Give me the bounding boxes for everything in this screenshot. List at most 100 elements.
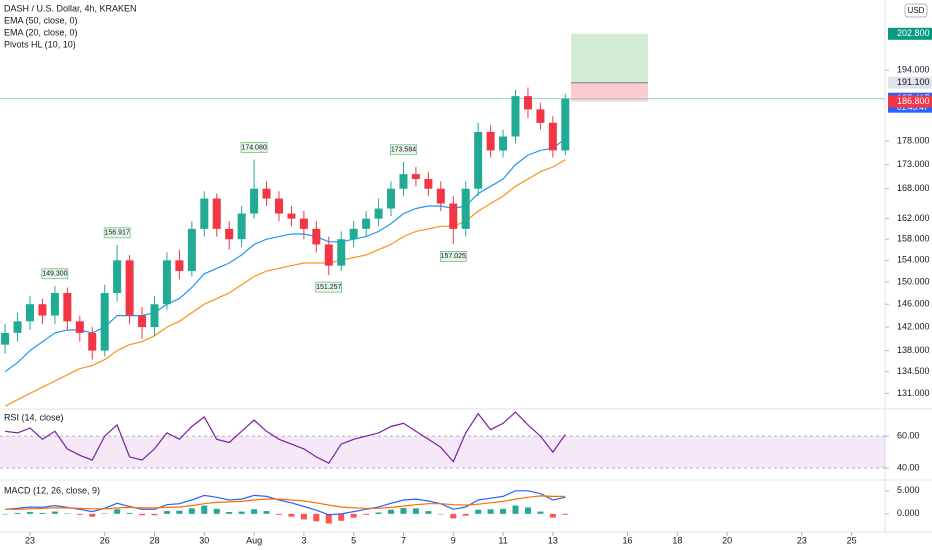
x-tick-label: 9: [451, 535, 456, 545]
candle-body: [274, 198, 283, 214]
y-tick-label: 154.000: [897, 255, 930, 265]
target-tag: [888, 27, 932, 40]
candle-body: [88, 332, 97, 351]
stop-label: 186.800: [897, 96, 930, 106]
y-tick-label: 173.000: [897, 159, 930, 169]
macd-histogram-bar: [450, 513, 457, 519]
candle-body: [486, 131, 495, 151]
y-tick-label: 158.000: [897, 234, 930, 244]
candle-body: [63, 293, 72, 322]
candle-body: [449, 203, 458, 229]
macd-histogram-bar: [27, 512, 34, 514]
legend-ema50: EMA (50, close, 0): [4, 15, 78, 25]
candle-body: [26, 304, 35, 322]
x-tick-label: 28: [149, 535, 159, 545]
candle-body: [548, 122, 557, 151]
macd-histogram-bar: [151, 513, 158, 516]
candle-body: [312, 228, 321, 245]
macd-histogram-bar: [512, 505, 519, 514]
y-tick-label: 138.000: [897, 345, 930, 355]
stop-tag: [888, 95, 932, 108]
x-tick-label: Aug: [246, 535, 262, 545]
entry-label: 191.100: [897, 77, 930, 87]
y-tick-label: 60.00: [897, 430, 920, 440]
candle-body: [349, 228, 358, 240]
pivot-label-box: [315, 281, 343, 293]
candle-body: [362, 218, 371, 229]
macd-histogram-bar: [201, 505, 208, 514]
x-tick-label: 5: [351, 535, 356, 545]
candle-body: [324, 244, 333, 266]
x-tick-label: 25: [847, 535, 857, 545]
macd-histogram-bar: [251, 509, 258, 514]
macd-histogram-bar: [487, 509, 494, 514]
macd-histogram-bar: [400, 507, 407, 514]
candle-body: [250, 188, 259, 214]
x-tick-label: 18: [672, 535, 682, 545]
candle-body: [337, 239, 346, 266]
macd-histogram-bar: [238, 511, 245, 514]
y-tick-label: 131.000: [897, 388, 930, 398]
macd-histogram-bar: [64, 513, 71, 514]
y-tick-label: 168.000: [897, 183, 930, 193]
candle-body: [461, 188, 470, 229]
macd-histogram-bar: [126, 512, 133, 514]
candle-body: [287, 213, 296, 219]
macd-histogram-bar: [437, 513, 444, 515]
candle-body: [436, 188, 445, 204]
y-tick-label: 0.000: [897, 508, 920, 518]
x-tick-label: 11: [498, 535, 507, 545]
x-tick-label: 23: [797, 535, 807, 545]
macd-histogram-bar: [213, 508, 220, 514]
candle-body: [561, 98, 570, 151]
currency-box[interactable]: [904, 3, 928, 18]
candle-body: [187, 228, 196, 272]
macd-histogram-bar: [2, 513, 9, 515]
x-tick-label: 26: [100, 535, 110, 545]
candle-body: [299, 218, 308, 229]
y-tick-label: 142.000: [897, 321, 930, 331]
candle-body: [13, 321, 22, 333]
macd-histogram-bar: [188, 508, 195, 514]
macd-histogram-bar: [288, 513, 295, 517]
macd-line: [5, 495, 566, 510]
pivot-label-box: [390, 144, 417, 156]
macd-histogram-bar: [412, 508, 419, 514]
candle-body: [113, 260, 122, 294]
legend-ema20: EMA (20, close, 0): [4, 27, 78, 37]
macd-histogram-bar: [325, 513, 332, 524]
candle-body: [237, 213, 246, 240]
ema-line: [4, 138, 566, 373]
macd-histogram-bar: [338, 513, 345, 521]
ema-line: [4, 159, 566, 407]
macd-histogram-bar: [76, 513, 83, 515]
candle-body: [75, 321, 84, 333]
y-tick-label: 150.000: [897, 276, 930, 286]
pivot-label: 174.080: [241, 144, 266, 151]
candle-body: [262, 188, 271, 199]
candle-body: [200, 198, 209, 229]
candle-body: [511, 96, 520, 137]
macd-histogram-bar: [139, 513, 146, 516]
rsi-band: [0, 436, 885, 469]
macd-histogram-bar: [462, 513, 469, 516]
candle-body: [387, 188, 396, 209]
macd-histogram-bar: [562, 513, 569, 515]
macd-histogram-bar: [388, 509, 395, 514]
candle-body: [523, 96, 532, 110]
y-tick-label: 162.000: [897, 213, 930, 223]
candle-body: [50, 293, 59, 316]
y-tick-label: 40.00: [897, 462, 920, 472]
candle-body: [399, 174, 408, 189]
macd-histogram-bar: [425, 511, 432, 514]
x-tick-label: 30: [199, 535, 209, 545]
macd-histogram-bar: [549, 513, 556, 518]
symbol-title: DASH / U.S. Dollar, 4h, KRAKEN: [4, 3, 137, 13]
macd-histogram-bar: [226, 512, 233, 514]
currency[interactable]: USD: [908, 6, 925, 15]
macd-histogram-bar: [263, 511, 270, 514]
macd-histogram-bar: [89, 513, 96, 517]
candle-body: [474, 131, 483, 189]
macd-histogram-bar: [524, 507, 531, 514]
x-tick-label: 20: [722, 535, 732, 545]
